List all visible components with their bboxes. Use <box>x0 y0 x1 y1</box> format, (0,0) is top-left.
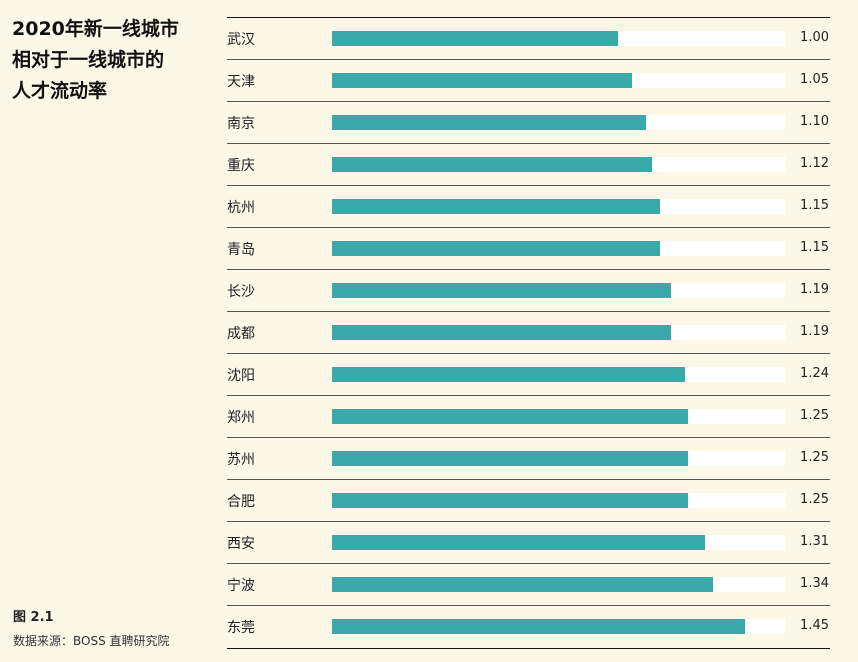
bar-track <box>332 157 785 172</box>
chart-row: 苏州 1.25 <box>227 437 830 479</box>
bar-chart: 武汉 1.00 天津 1.05 南京 1.10 重庆 1.12 杭州 1.15 青岛 1.15 长沙 1.… <box>227 17 830 649</box>
city-label: 青岛 <box>227 242 255 258</box>
bar-track <box>332 73 785 88</box>
bar-track <box>332 325 785 340</box>
title-line-2: 相对于一线城市的 <box>12 49 165 71</box>
city-label: 合肥 <box>227 494 255 510</box>
value-label: 1.10 <box>800 114 829 129</box>
city-label: 西安 <box>227 536 255 552</box>
chart-row: 西安 1.31 <box>227 521 830 563</box>
chart-row: 重庆 1.12 <box>227 143 830 185</box>
chart-row: 宁波 1.34 <box>227 563 830 605</box>
bar <box>332 283 672 298</box>
city-label: 杭州 <box>227 200 255 216</box>
bar-track <box>332 283 785 298</box>
figure-label: 图 2.1 <box>13 610 54 625</box>
bar-track <box>332 535 785 550</box>
title-line-3: 人才流动率 <box>12 80 108 102</box>
bar <box>332 535 706 550</box>
bar <box>332 451 689 466</box>
value-label: 1.19 <box>800 324 829 339</box>
bar <box>332 367 685 382</box>
city-label: 成都 <box>227 326 255 342</box>
bar-track <box>332 451 785 466</box>
bar-track <box>332 493 785 508</box>
value-label: 1.15 <box>800 198 829 213</box>
value-label: 1.12 <box>800 156 829 171</box>
bar <box>332 31 618 46</box>
city-label: 重庆 <box>227 158 255 174</box>
chart-row: 杭州 1.15 <box>227 185 830 227</box>
bar <box>332 157 652 172</box>
city-label: 苏州 <box>227 452 255 468</box>
value-label: 1.05 <box>800 72 829 87</box>
value-label: 1.25 <box>800 450 829 465</box>
chart-row: 成都 1.19 <box>227 311 830 353</box>
bar <box>332 493 689 508</box>
bar <box>332 619 746 634</box>
data-source: 数据来源：BOSS 直聘研究院 <box>13 634 170 648</box>
bar-track <box>332 409 785 424</box>
chart-row: 天津 1.05 <box>227 59 830 101</box>
bar-track <box>332 199 785 214</box>
chart-row: 长沙 1.19 <box>227 269 830 311</box>
chart-row: 青岛 1.15 <box>227 227 830 269</box>
bar-track <box>332 619 785 634</box>
city-label: 南京 <box>227 116 255 132</box>
bar <box>332 115 646 130</box>
city-label: 郑州 <box>227 410 255 426</box>
chart-title: 2020年新一线城市 相对于一线城市的 人才流动率 <box>12 14 212 107</box>
bar <box>332 409 689 424</box>
bar-track <box>332 115 785 130</box>
city-label: 宁波 <box>227 578 255 594</box>
chart-row: 东莞 1.45 <box>227 605 830 649</box>
bar <box>332 199 660 214</box>
value-label: 1.00 <box>800 30 829 45</box>
city-label: 长沙 <box>227 284 255 300</box>
city-label: 沈阳 <box>227 368 255 384</box>
bar <box>332 577 714 592</box>
bar-track <box>332 241 785 256</box>
value-label: 1.45 <box>800 618 829 633</box>
city-label: 东莞 <box>227 620 255 636</box>
bar-track <box>332 577 785 592</box>
chart-row: 合肥 1.25 <box>227 479 830 521</box>
bar-track <box>332 367 785 382</box>
bar <box>332 325 672 340</box>
city-label: 天津 <box>227 74 255 90</box>
bar <box>332 73 632 88</box>
chart-row: 沈阳 1.24 <box>227 353 830 395</box>
city-label: 武汉 <box>227 32 255 48</box>
value-label: 1.25 <box>800 492 829 507</box>
chart-row: 郑州 1.25 <box>227 395 830 437</box>
value-label: 1.19 <box>800 282 829 297</box>
value-label: 1.15 <box>800 240 829 255</box>
title-line-1: 2020年新一线城市 <box>12 18 179 40</box>
chart-row: 武汉 1.00 <box>227 17 830 59</box>
bar-track <box>332 31 785 46</box>
value-label: 1.24 <box>800 366 829 381</box>
bar <box>332 241 660 256</box>
value-label: 1.31 <box>800 534 829 549</box>
chart-row: 南京 1.10 <box>227 101 830 143</box>
value-label: 1.25 <box>800 408 829 423</box>
value-label: 1.34 <box>800 576 829 591</box>
